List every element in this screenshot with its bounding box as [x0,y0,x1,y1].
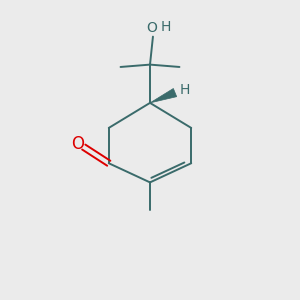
Polygon shape [150,88,177,103]
Text: O: O [146,21,157,35]
Text: H: H [179,83,190,97]
Text: H: H [161,20,171,34]
Text: O: O [71,135,84,153]
